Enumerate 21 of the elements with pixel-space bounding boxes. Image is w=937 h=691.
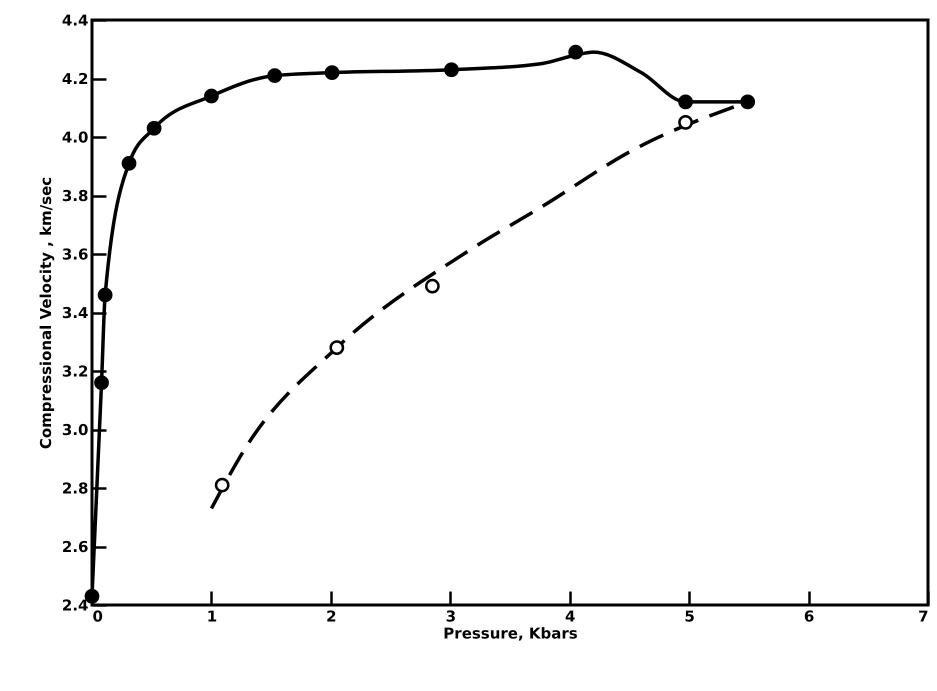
y-tick-label: 3.4 [62, 304, 88, 322]
y-tick-label: 3.0 [62, 421, 88, 439]
x-tick-label: 3 [446, 608, 456, 626]
x-axis-title: Pressure, Kbars [443, 624, 578, 642]
y-tick-label: 3.6 [62, 246, 88, 264]
y-tick-label: 4.0 [62, 128, 88, 146]
x-tick-label: 0 [92, 608, 103, 626]
x-tick-label: 6 [804, 608, 814, 626]
y-axis-title: Compressional Velocity , km/sec [36, 176, 55, 450]
y-tick-label: 2.8 [62, 480, 88, 498]
y-tick-label: 2.6 [62, 538, 88, 556]
y-tick-label: 4.4 [62, 12, 88, 30]
x-tick-label: 1 [206, 608, 218, 626]
x-tick-label: 7 [918, 608, 928, 626]
y-tick-label: 4.2 [62, 70, 88, 88]
x-tick-label: 2 [326, 608, 337, 626]
y-tick-label: 2.4 [62, 596, 88, 614]
y-tick-label: 3.8 [62, 187, 88, 205]
y-tick-label: 3.2 [62, 362, 88, 380]
x-tick-label: 4 [564, 608, 576, 626]
x-tick-label: 5 [684, 608, 695, 626]
